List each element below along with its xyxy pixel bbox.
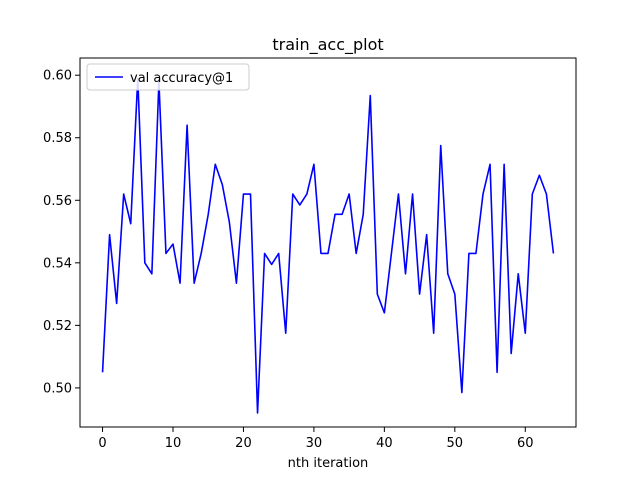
- x-tick-label: 20: [235, 436, 252, 451]
- x-tick-label: 30: [306, 436, 323, 451]
- y-tick-label: 0.58: [43, 131, 72, 146]
- x-tick-label: 10: [165, 436, 182, 451]
- y-tick-label: 0.56: [43, 194, 72, 209]
- x-axis: 0 10 20 30 40 50 60: [98, 427, 534, 451]
- chart-title: train_acc_plot: [272, 35, 383, 55]
- y-tick-label: 0.54: [43, 256, 72, 271]
- x-tick-label: 0: [98, 436, 106, 451]
- y-tick-label: 0.52: [43, 319, 72, 334]
- plot-area: [79, 57, 577, 428]
- y-tick-label: 0.60: [43, 69, 72, 84]
- plot-frame: [79, 57, 577, 428]
- x-tick-label: 50: [447, 436, 464, 451]
- x-tick-label: 40: [376, 436, 393, 451]
- y-tick-label: 0.50: [43, 381, 72, 396]
- legend: val accuracy@1: [86, 63, 250, 91]
- x-tick-label: 60: [517, 436, 534, 451]
- legend-box: [86, 63, 250, 91]
- legend-label: val accuracy@1: [130, 71, 233, 86]
- y-axis: 0.50 0.52 0.54 0.56 0.58 0.60: [43, 69, 80, 396]
- x-axis-label: nth iteration: [288, 456, 369, 471]
- series-line-val-accuracy: [101, 77, 555, 414]
